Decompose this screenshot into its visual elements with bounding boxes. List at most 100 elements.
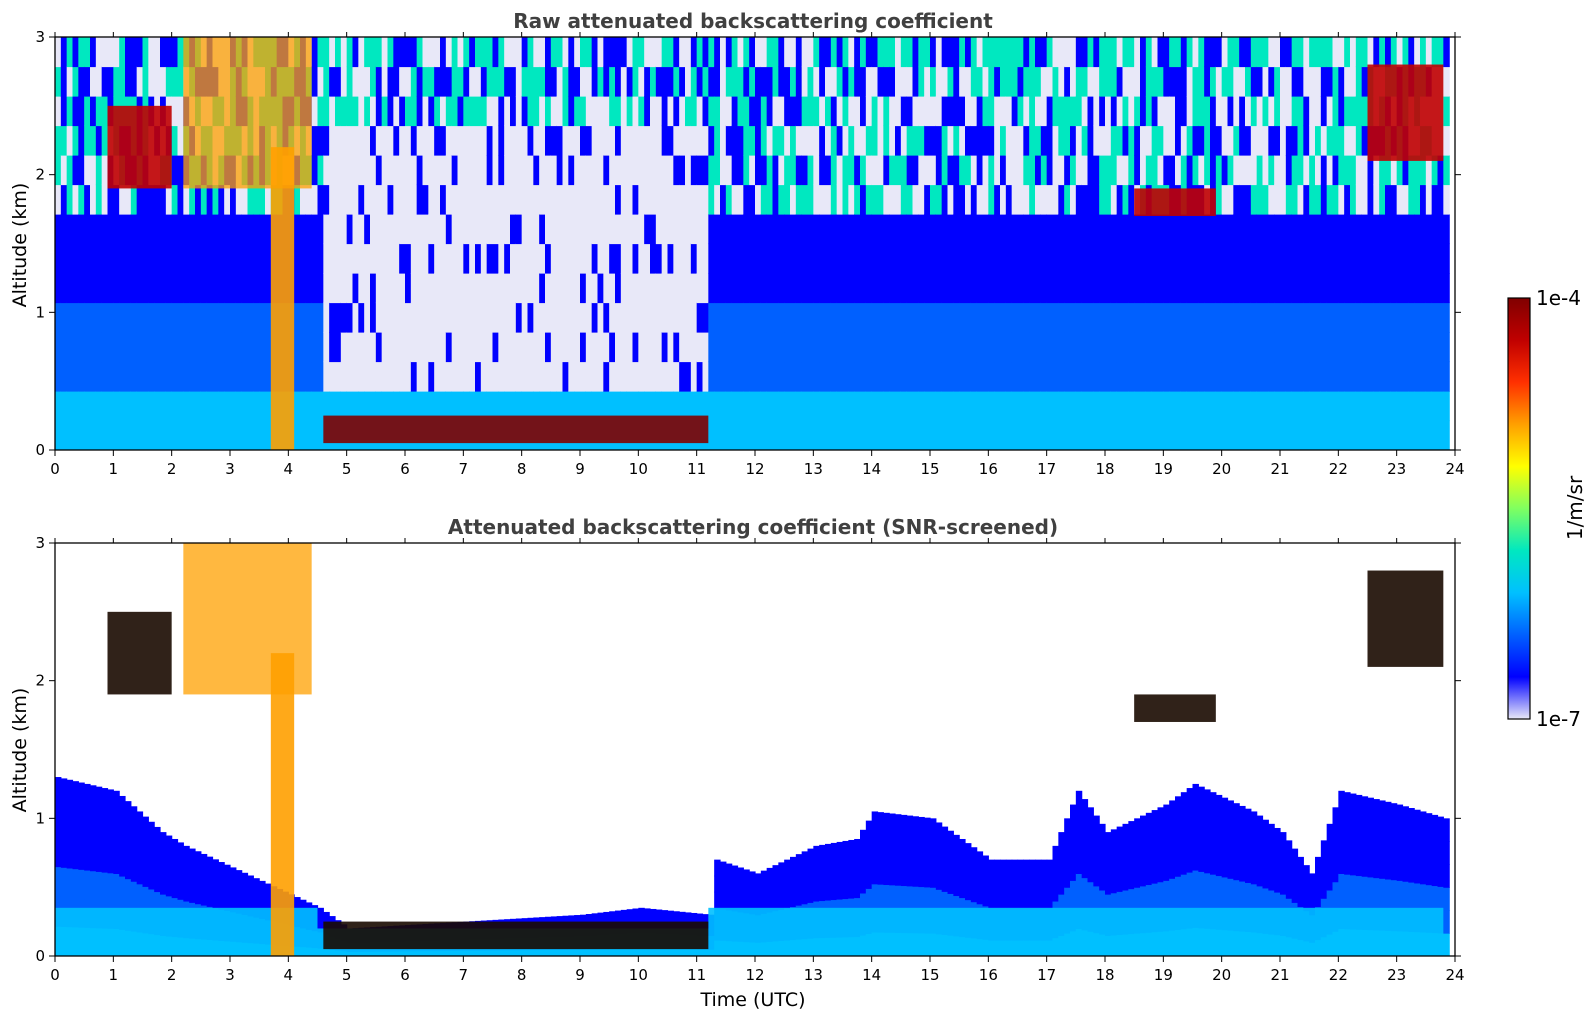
heatmap-cell [317, 332, 324, 363]
heatmap-cell [300, 899, 307, 910]
heatmap-cell [1239, 214, 1246, 245]
heatmap-cell [107, 66, 114, 97]
heatmap-cell [702, 302, 709, 333]
heatmap-cell [1000, 859, 1007, 877]
heatmap-cell [463, 214, 470, 245]
heatmap-cell [1210, 155, 1217, 186]
heatmap-cell [352, 125, 359, 156]
x-tick-label: 1 [109, 966, 119, 984]
heatmap-cell [1110, 892, 1118, 915]
heatmap-cell [860, 892, 867, 915]
heatmap-cell [335, 273, 342, 304]
heatmap-cell [1425, 836, 1433, 862]
heatmap-cell [1017, 273, 1024, 304]
heatmap-cell [1355, 273, 1363, 304]
heatmap-cell [778, 125, 785, 156]
heatmap-cell [620, 96, 628, 127]
heatmap-cell [375, 361, 383, 392]
heatmap-cell [673, 37, 680, 68]
heatmap-cell [988, 155, 995, 186]
heatmap-cell [1285, 155, 1293, 186]
heatmap-cell [1134, 214, 1141, 245]
heatmap-cell [475, 96, 482, 127]
heatmap-cell [253, 184, 260, 215]
heatmap-cell [1338, 873, 1345, 902]
heatmap-cell [1145, 37, 1153, 68]
heatmap-cell [1017, 302, 1024, 333]
heatmap-cell [650, 916, 657, 926]
heatmap-cell [1344, 125, 1351, 156]
heatmap-cell [1420, 811, 1427, 837]
heatmap-cell [486, 332, 494, 363]
heatmap-cell [836, 125, 844, 156]
heatmap-cell [148, 66, 155, 97]
heatmap-cell [60, 155, 68, 186]
heatmap-cell [1245, 184, 1252, 215]
heatmap-cell [976, 243, 984, 274]
heatmap-cell [78, 302, 85, 333]
heatmap-cell [1396, 361, 1404, 392]
heatmap-cell [171, 96, 179, 127]
heatmap-cell [142, 37, 149, 68]
heatmap-cell [813, 243, 820, 274]
feature-precip-column [270, 653, 295, 956]
x-tick-label: 19 [1154, 460, 1173, 478]
heatmap-cell [877, 155, 884, 186]
heatmap-cell [300, 361, 307, 392]
heatmap-cell [585, 302, 593, 333]
heatmap-cell [1425, 361, 1433, 392]
heatmap-cell [527, 361, 534, 392]
heatmap-cell [370, 184, 377, 215]
heatmap-cell [1315, 873, 1322, 891]
heatmap-cell [346, 214, 354, 245]
heatmap-cell [895, 155, 902, 186]
heatmap-cell [323, 332, 330, 363]
heatmap-cell [830, 332, 838, 363]
heatmap-cell [1285, 214, 1293, 245]
x-tick-label: 12 [745, 460, 764, 478]
heatmap-cell [626, 37, 634, 68]
heatmap-cell [906, 273, 914, 304]
heatmap-cell [655, 273, 663, 304]
heatmap-cell [171, 37, 179, 68]
heatmap-cell [562, 361, 569, 392]
heatmap-cell [1268, 66, 1275, 97]
heatmap-cell [708, 273, 715, 304]
heatmap-cell [720, 184, 727, 215]
heatmap-cell [685, 243, 692, 274]
heatmap-cell [1192, 273, 1199, 304]
heatmap-cell [865, 96, 873, 127]
heatmap-cell [819, 844, 826, 865]
heatmap-cell [900, 332, 908, 363]
heatmap-cell [603, 125, 610, 156]
heatmap-cell [947, 830, 954, 853]
heatmap-cell [1297, 37, 1304, 68]
heatmap-cell [177, 96, 184, 127]
heatmap-cell [766, 867, 774, 884]
heatmap-cell [457, 243, 464, 274]
heatmap-cell [1221, 37, 1229, 68]
heatmap-cell [772, 125, 779, 156]
heatmap-cell [1245, 882, 1252, 908]
heatmap-cell [708, 155, 715, 186]
heatmap-cell [171, 858, 179, 879]
heatmap-cell [1040, 214, 1048, 245]
heatmap-cell [725, 863, 733, 880]
heatmap-cell [912, 839, 919, 864]
heatmap-cell [1116, 155, 1124, 186]
heatmap-cell [725, 125, 733, 156]
heatmap-cell [451, 66, 459, 97]
heatmap-cell [72, 184, 79, 215]
heatmap-cell [860, 184, 867, 215]
heatmap-cell [1005, 302, 1013, 333]
heatmap-cell [661, 214, 669, 245]
heatmap-cell [1093, 862, 1100, 887]
heatmap-cell [1291, 155, 1299, 186]
heatmap-cell [212, 273, 219, 304]
heatmap-cell [988, 273, 995, 304]
heatmap-cell [731, 66, 739, 97]
heatmap-cell [1169, 214, 1176, 245]
heatmap-cell [1280, 214, 1287, 245]
heatmap-cell [130, 184, 138, 215]
heatmap-cell [1134, 818, 1141, 842]
